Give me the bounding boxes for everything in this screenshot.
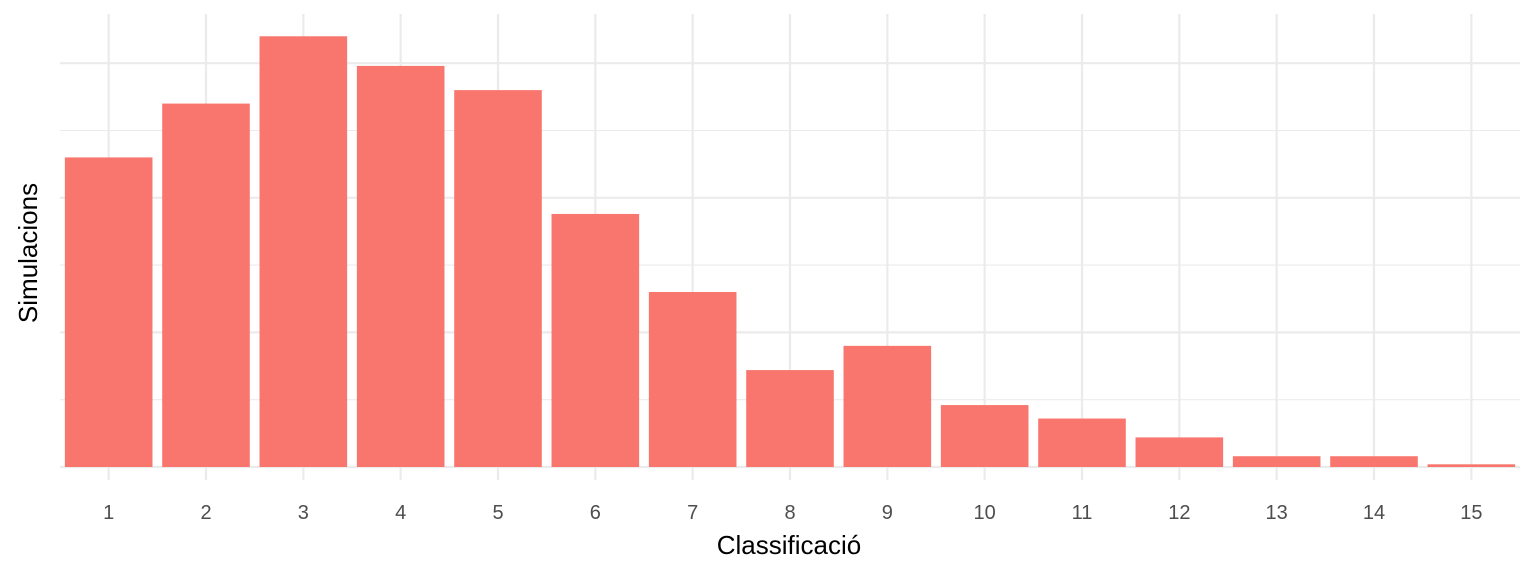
x-tick-label: 6 xyxy=(590,502,601,524)
x-tick-label: 2 xyxy=(200,502,211,524)
x-tick-label: 1 xyxy=(103,502,114,524)
bars-group xyxy=(64,36,1516,468)
bar-7 xyxy=(648,292,737,467)
bar-6 xyxy=(551,213,640,467)
bar-15 xyxy=(1427,464,1516,467)
bar-13 xyxy=(1232,456,1321,467)
x-tick-label: 15 xyxy=(1460,502,1482,524)
bar-14 xyxy=(1330,456,1418,467)
grid-lines xyxy=(60,14,1520,480)
bar-3 xyxy=(259,36,348,467)
bar-1 xyxy=(64,157,153,468)
x-tick-label: 3 xyxy=(298,502,309,524)
bar-10 xyxy=(940,405,1029,467)
x-axis-title: Classificació xyxy=(717,530,862,560)
x-tick-label: 5 xyxy=(492,502,503,524)
bar-11 xyxy=(1038,418,1126,467)
x-tick-labels: 1 2 3 4 5 6 7 8 9 10 11 12 13 14 15 xyxy=(103,502,1482,524)
y-axis-title: Simulacions xyxy=(13,183,43,323)
x-tick-label: 10 xyxy=(974,502,996,524)
x-tick-label: 8 xyxy=(784,502,795,524)
bar-5 xyxy=(454,90,542,468)
x-tick-label: 14 xyxy=(1363,502,1385,524)
bar-12 xyxy=(1135,437,1224,467)
x-tick-label: 9 xyxy=(882,502,893,524)
bar-2 xyxy=(162,103,250,467)
x-tick-label: 13 xyxy=(1266,502,1288,524)
x-tick-label: 7 xyxy=(687,502,698,524)
x-tick-label: 11 xyxy=(1072,502,1093,524)
x-tick-label: 12 xyxy=(1168,502,1190,524)
bar-4 xyxy=(356,65,445,467)
bar-9 xyxy=(843,345,932,467)
bar-8 xyxy=(746,370,834,467)
x-tick-label: 4 xyxy=(395,502,406,524)
